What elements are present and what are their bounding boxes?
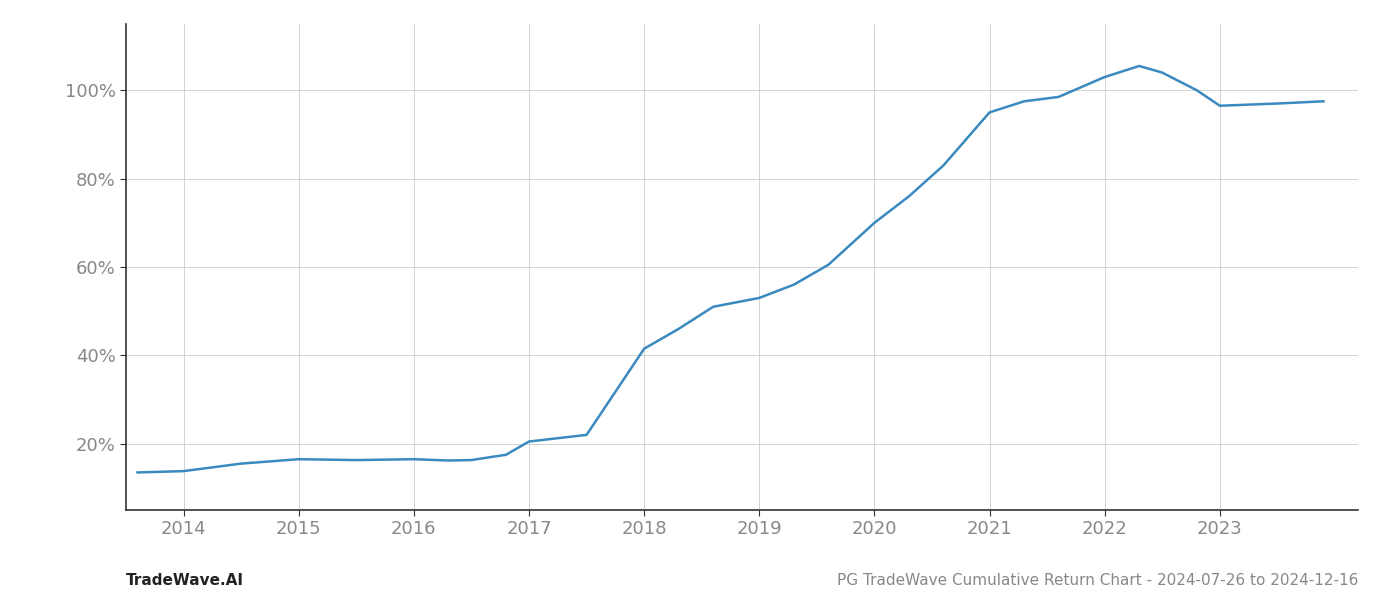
Text: TradeWave.AI: TradeWave.AI (126, 573, 244, 588)
Text: PG TradeWave Cumulative Return Chart - 2024-07-26 to 2024-12-16: PG TradeWave Cumulative Return Chart - 2… (837, 573, 1358, 588)
